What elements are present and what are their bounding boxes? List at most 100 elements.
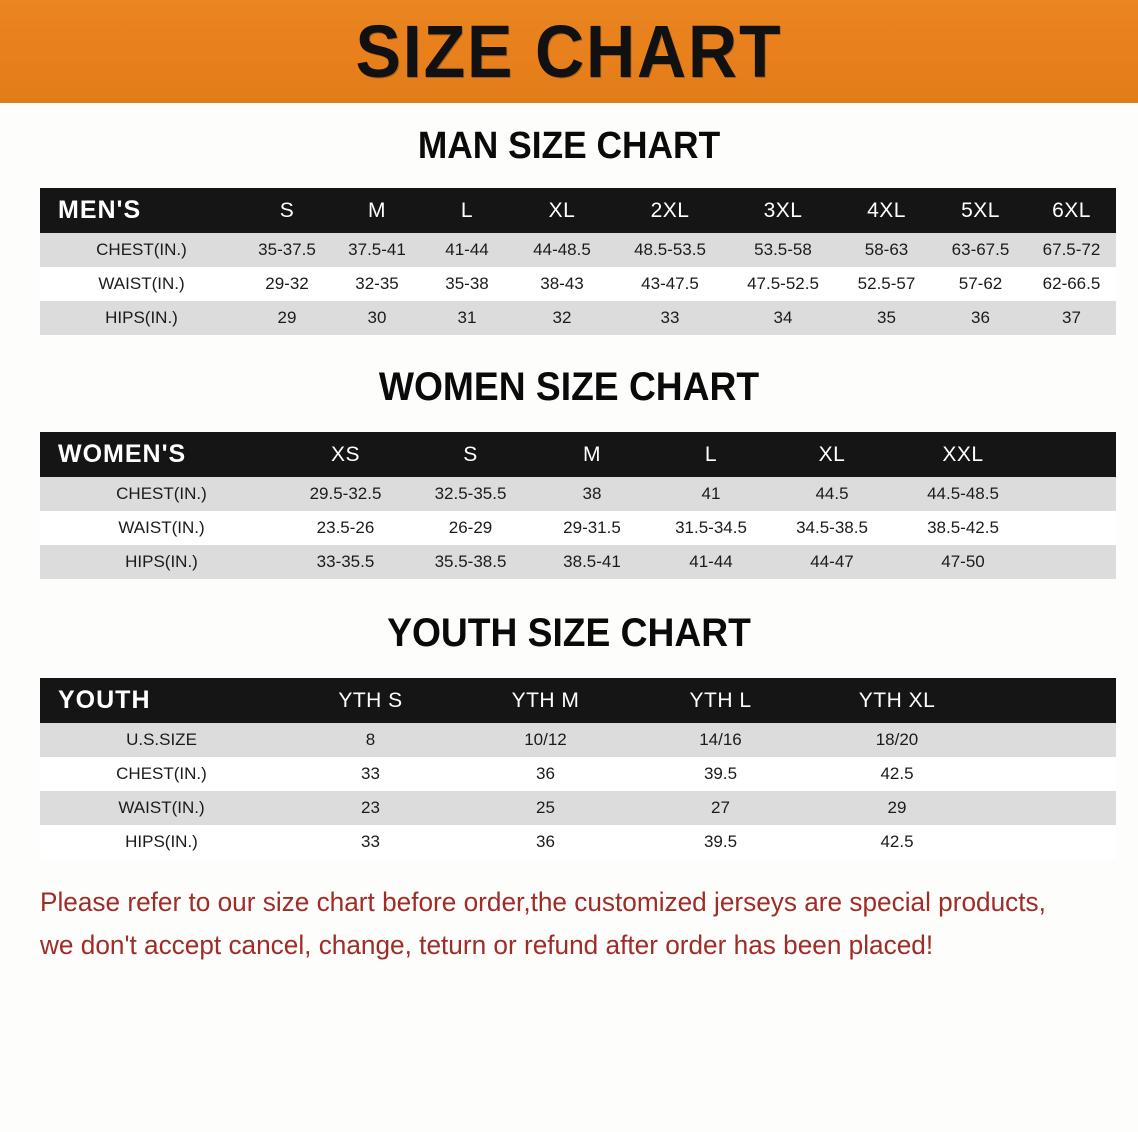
- women-table-body: CHEST(IN.) 29.5-32.5 32.5-35.5 38 41 44.…: [40, 477, 1116, 579]
- man-chest-2xl: 48.5-53.5: [634, 240, 706, 259]
- women-waist-xs: 23.5-26: [316, 518, 375, 537]
- disclaimer-line-2: we don't accept cancel, change, teturn o…: [40, 930, 934, 961]
- women-chest-xxl: 44.5-48.5: [927, 484, 999, 503]
- youth-hips-l: 39.5: [703, 832, 738, 851]
- youth-ussize-s: 8: [365, 730, 376, 749]
- man-col-header-6xl: 6XL: [1052, 198, 1091, 222]
- man-hips-5xl: 36: [971, 308, 990, 327]
- women-chest-m: 38: [582, 484, 602, 503]
- women-hips-spacer: [1033, 545, 1116, 579]
- man-table-wrap: MEN'S S M L XL 2XL 3XL 4XL 5XL 6XL CHEST…: [40, 188, 1116, 335]
- man-row-label-waist: WAIST(IN.): [98, 274, 185, 293]
- man-col-header-4xl: 4XL: [867, 198, 906, 222]
- women-hips-m: 38.5-41: [563, 552, 621, 571]
- youth-hips-xl: 42.5: [880, 832, 914, 851]
- man-hips-m: 30: [367, 308, 387, 327]
- disclaimer-text: Please refer to our size chart before or…: [40, 881, 1066, 967]
- youth-ussize-m: 10/12: [524, 730, 567, 749]
- table-row: HIPS(IN.) 33-35.5 35.5-38.5 38.5-41 41-4…: [40, 545, 1116, 579]
- man-chest-xl: 44-48.5: [533, 240, 591, 259]
- women-row-label-hips: HIPS(IN.): [125, 552, 198, 571]
- women-chest-s: 32.5-35.5: [434, 484, 507, 503]
- women-chest-spacer: [1033, 477, 1116, 511]
- women-table-wrap: WOMEN'S XS S M L XL XXL CHEST(IN.) 29.5-…: [40, 432, 1116, 579]
- table-row: WAIST(IN.) 29-32 32-35 35-38 38-43 43-47…: [40, 267, 1116, 301]
- youth-waist-spacer: [986, 791, 1116, 825]
- women-row-label-waist: WAIST(IN.): [118, 518, 205, 537]
- man-size-table: MEN'S S M L XL 2XL 3XL 4XL 5XL 6XL CHEST…: [40, 188, 1116, 335]
- man-hips-l: 31: [457, 308, 477, 327]
- women-waist-spacer: [1033, 511, 1116, 545]
- women-waist-xxl: 38.5-42.5: [927, 518, 999, 537]
- man-hips-3xl: 34: [773, 308, 793, 327]
- youth-ussize-l: 14/16: [699, 730, 742, 749]
- man-waist-l: 35-38: [445, 274, 489, 293]
- man-header-row: MEN'S S M L XL 2XL 3XL 4XL 5XL 6XL: [40, 188, 1116, 233]
- women-col-header-s: S: [463, 442, 478, 466]
- youth-hips-spacer: [986, 825, 1116, 859]
- youth-row-label-chest: CHEST(IN.): [116, 764, 207, 783]
- women-section-title: WOMEN SIZE CHART: [378, 365, 760, 409]
- women-hips-s: 35.5-38.5: [434, 552, 507, 571]
- man-row-label-hips: HIPS(IN.): [105, 308, 178, 327]
- man-col-header-m: M: [368, 198, 386, 222]
- women-hips-l: 41-44: [689, 552, 733, 571]
- youth-chest-spacer: [986, 757, 1116, 791]
- women-hips-xl: 44-47: [810, 552, 854, 571]
- man-col-header-2xl: 2XL: [650, 198, 690, 222]
- table-row: CHEST(IN.) 35-37.5 37.5-41 41-44 44-48.5…: [40, 233, 1116, 267]
- table-row: HIPS(IN.) 29 30 31 32 33 34 35 36 37: [40, 301, 1116, 335]
- man-waist-5xl: 57-62: [958, 274, 1003, 293]
- man-col-header-l: L: [460, 198, 474, 222]
- man-chest-3xl: 53.5-58: [754, 240, 812, 259]
- women-waist-s: 26-29: [448, 518, 493, 537]
- women-hips-xs: 33-35.5: [316, 552, 375, 571]
- man-waist-2xl: 43-47.5: [641, 274, 699, 293]
- women-chest-xs: 29.5-32.5: [309, 484, 382, 503]
- man-row-label-chest: CHEST(IN.): [96, 240, 187, 259]
- women-hips-xxl: 47-50: [941, 552, 985, 571]
- youth-table-wrap: YOUTH YTH S YTH M YTH L YTH XL U.S.SIZE …: [40, 678, 1116, 859]
- man-hips-xl: 32: [552, 308, 572, 327]
- man-waist-xl: 38-43: [540, 274, 584, 293]
- youth-row-header-label: YOUTH: [58, 686, 151, 714]
- women-chest-l: 41: [701, 484, 721, 503]
- youth-chest-s: 33: [361, 764, 380, 783]
- man-table-body: CHEST(IN.) 35-37.5 37.5-41 41-44 44-48.5…: [40, 233, 1116, 335]
- youth-row-label-hips: HIPS(IN.): [125, 832, 198, 851]
- man-row-header-label: MEN'S: [58, 196, 142, 224]
- youth-col-header-xl: YTH XL: [858, 688, 936, 712]
- youth-col-header-l: YTH L: [689, 688, 752, 712]
- table-row: HIPS(IN.) 33 36 39.5 42.5: [40, 825, 1116, 859]
- man-chest-5xl: 63-67.5: [951, 240, 1010, 259]
- man-chest-4xl: 58-63: [864, 240, 909, 259]
- women-chest-xl: 44.5: [815, 484, 849, 503]
- man-section-title: MAN SIZE CHART: [417, 125, 721, 167]
- youth-waist-l: 27: [711, 798, 730, 817]
- women-waist-l: 31.5-34.5: [675, 518, 747, 537]
- youth-size-table: YOUTH YTH S YTH M YTH L YTH XL U.S.SIZE …: [40, 678, 1116, 859]
- youth-col-header-m: YTH M: [511, 688, 580, 712]
- man-table-head: MEN'S S M L XL 2XL 3XL 4XL 5XL 6XL: [40, 188, 1116, 233]
- page-title: SIZE CHART: [355, 9, 783, 93]
- man-col-header-s: S: [279, 198, 295, 222]
- youth-col-header-spacer: [986, 678, 1116, 723]
- women-row-header-label: WOMEN'S: [58, 440, 187, 468]
- page-banner: SIZE CHART: [0, 0, 1138, 103]
- table-row: WAIST(IN.) 23.5-26 26-29 29-31.5 31.5-34…: [40, 511, 1116, 545]
- women-col-header-spacer: [1033, 432, 1116, 477]
- man-hips-2xl: 33: [660, 308, 680, 327]
- women-waist-m: 29-31.5: [563, 518, 621, 537]
- man-col-header-xl: XL: [548, 198, 576, 222]
- women-waist-xl: 34.5-38.5: [796, 518, 868, 537]
- man-col-header-5xl: 5XL: [961, 198, 1000, 222]
- youth-table-body: U.S.SIZE 8 10/12 14/16 18/20 CHEST(IN.) …: [40, 723, 1116, 859]
- youth-row-label-ussize: U.S.SIZE: [126, 730, 197, 749]
- man-waist-6xl: 62-66.5: [1042, 274, 1101, 293]
- man-col-header-3xl: 3XL: [763, 198, 803, 222]
- man-waist-s: 29-32: [265, 274, 309, 293]
- youth-col-header-s: YTH S: [338, 688, 403, 712]
- women-col-header-m: M: [583, 442, 601, 466]
- youth-row-label-waist: WAIST(IN.): [118, 798, 205, 817]
- table-row: CHEST(IN.) 33 36 39.5 42.5: [40, 757, 1116, 791]
